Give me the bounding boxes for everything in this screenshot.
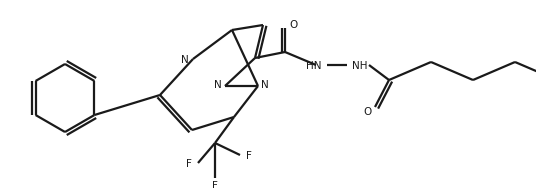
Text: O: O [363,107,371,117]
Text: F: F [212,181,218,188]
Text: F: F [246,151,252,161]
Text: HN: HN [306,61,322,71]
Text: N: N [261,80,269,90]
Text: F: F [186,159,192,169]
Text: NH: NH [352,61,368,71]
Text: N: N [181,55,189,65]
Text: N: N [214,80,222,90]
Text: O: O [289,20,297,30]
